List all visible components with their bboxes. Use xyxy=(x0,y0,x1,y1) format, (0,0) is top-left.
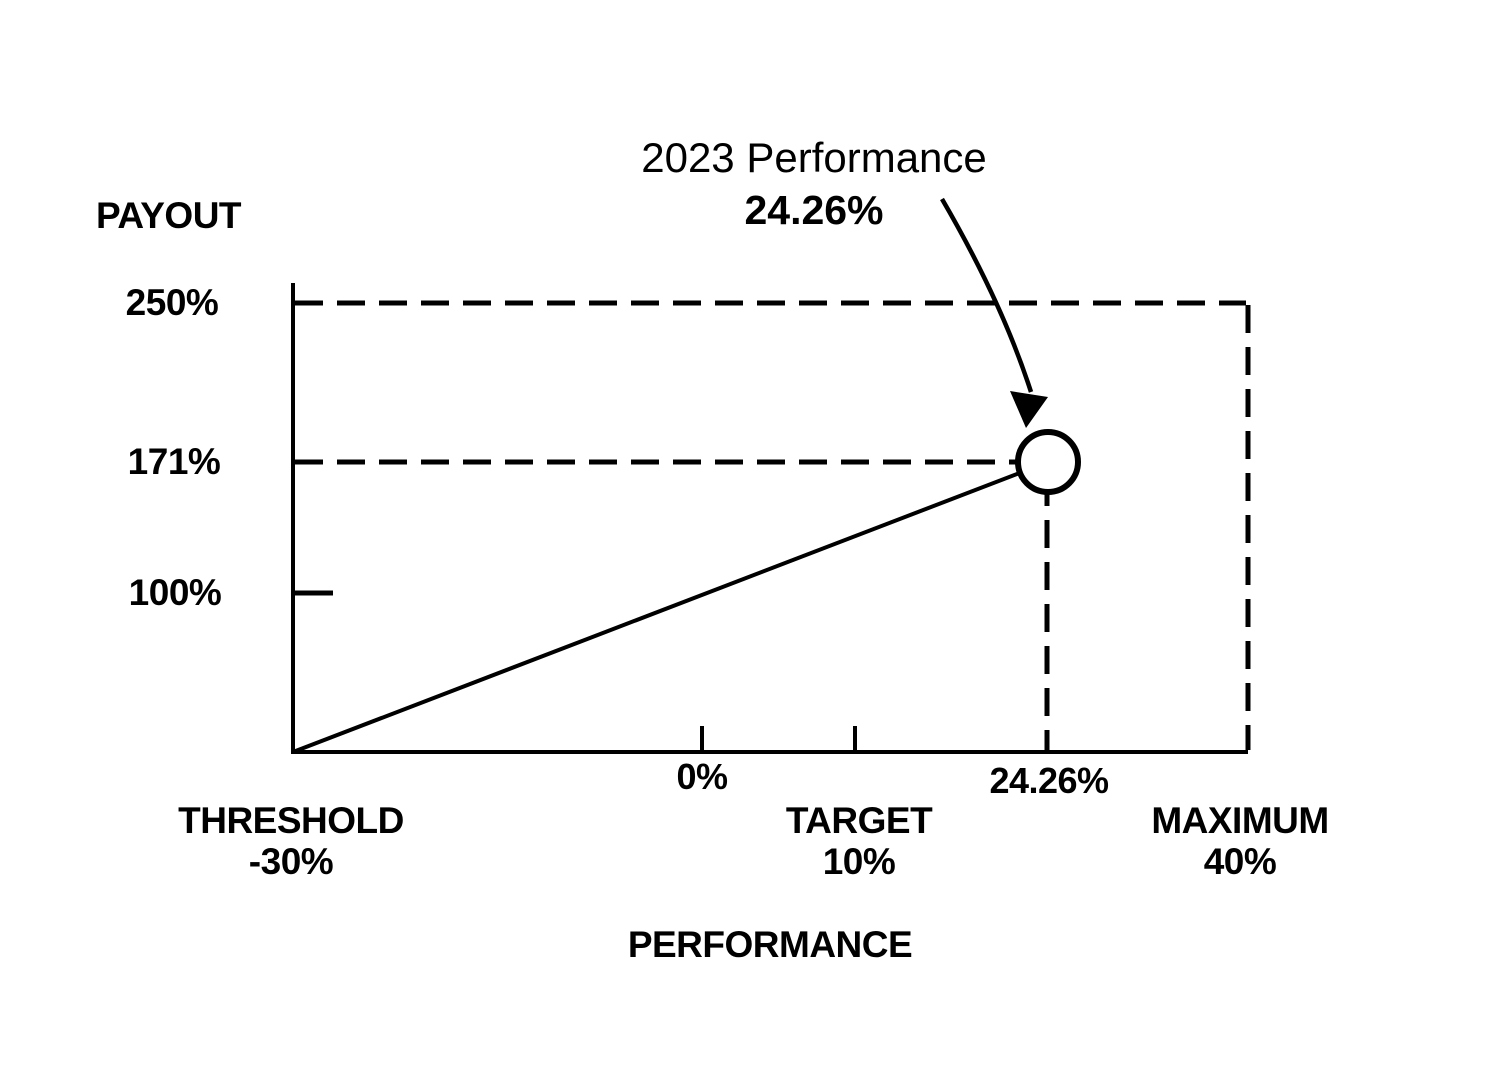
data-point-annotation: 2023 Performance 24.26% xyxy=(641,132,987,236)
x-axis-title: PERFORMANCE xyxy=(627,924,913,965)
maximum-anchor: MAXIMUM 40% xyxy=(1151,800,1329,882)
annotation-arrow-head-icon xyxy=(1010,391,1048,428)
threshold-anchor: THRESHOLD -30% xyxy=(178,800,404,882)
annotation-value: 24.26% xyxy=(744,187,884,233)
x-tick-label-zero: 0% xyxy=(676,756,728,797)
annotation-label: 2023 Performance xyxy=(641,134,987,181)
target-anchor: TARGET 10% xyxy=(785,800,933,882)
target-value: 10% xyxy=(822,841,896,882)
annotation-arrow-shaft xyxy=(940,197,1034,393)
x-tick-label-actual: 24.26% xyxy=(989,760,1109,801)
payout-line xyxy=(292,467,1031,754)
y-tick-label-100: 100% xyxy=(128,572,222,613)
target-label: TARGET xyxy=(785,800,933,841)
y-axis-title: PAYOUT xyxy=(96,195,242,236)
maximum-label: MAXIMUM xyxy=(1151,800,1329,841)
threshold-value: -30% xyxy=(248,841,334,882)
y-tick-label-250: 250% xyxy=(125,282,219,323)
y-tick-label-171: 171% xyxy=(127,441,221,482)
maximum-value: 40% xyxy=(1203,841,1277,882)
data-point-marker xyxy=(1015,429,1081,495)
threshold-label: THRESHOLD xyxy=(178,800,404,841)
